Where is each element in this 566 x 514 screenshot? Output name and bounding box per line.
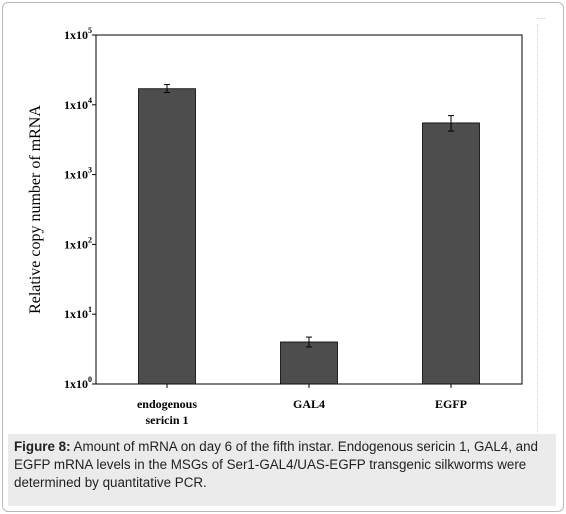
- x-category-label: endogenous sericin 1: [137, 397, 197, 427]
- y-tick-exponent: 2: [88, 235, 92, 244]
- y-tick-exponent: 5: [88, 26, 92, 35]
- y-tick-base: 1x10: [64, 237, 88, 251]
- x-category-label-line: EGFP: [435, 397, 467, 411]
- y-tick-exponent: 1: [88, 305, 92, 314]
- bar: [422, 122, 480, 385]
- y-axis-title: Relative copy number of mRNA: [27, 105, 44, 314]
- y-tick-label: 1x100: [64, 375, 92, 391]
- y-tick-base: 1x10: [64, 377, 88, 391]
- y-tick-label: 1x102: [64, 235, 92, 251]
- y-tick-base: 1x10: [64, 168, 88, 182]
- x-category-label-line: endogenous: [137, 397, 197, 411]
- y-tick-label: 1x101: [64, 305, 92, 321]
- y-tick-base: 1x10: [64, 307, 88, 321]
- y-tick-exponent: 3: [88, 166, 92, 175]
- caption-label: Figure 8:: [14, 439, 71, 454]
- y-tick-base: 1x10: [64, 98, 88, 112]
- y-tick-label: 1x103: [64, 166, 92, 182]
- y-tick-exponent: 0: [88, 375, 92, 384]
- bar: [138, 88, 196, 385]
- figure-caption: Figure 8: Amount of mRNA on day 6 of the…: [8, 434, 556, 506]
- caption-text: Amount of mRNA on day 6 of the fifth ins…: [14, 439, 539, 490]
- x-category-label: EGFP: [435, 397, 467, 411]
- divider-line: [537, 18, 545, 19]
- y-tick-exponent: 4: [88, 96, 92, 105]
- bar: [280, 341, 338, 385]
- x-category-label-line: GAL4: [293, 397, 325, 411]
- divider-line: [537, 24, 538, 444]
- y-tick-label: 1x105: [64, 26, 92, 42]
- y-tick-base: 1x10: [64, 28, 88, 42]
- y-tick-label: 1x104: [64, 96, 92, 112]
- x-category-label: GAL4: [293, 397, 325, 411]
- x-category-label-line: sericin 1: [146, 413, 189, 427]
